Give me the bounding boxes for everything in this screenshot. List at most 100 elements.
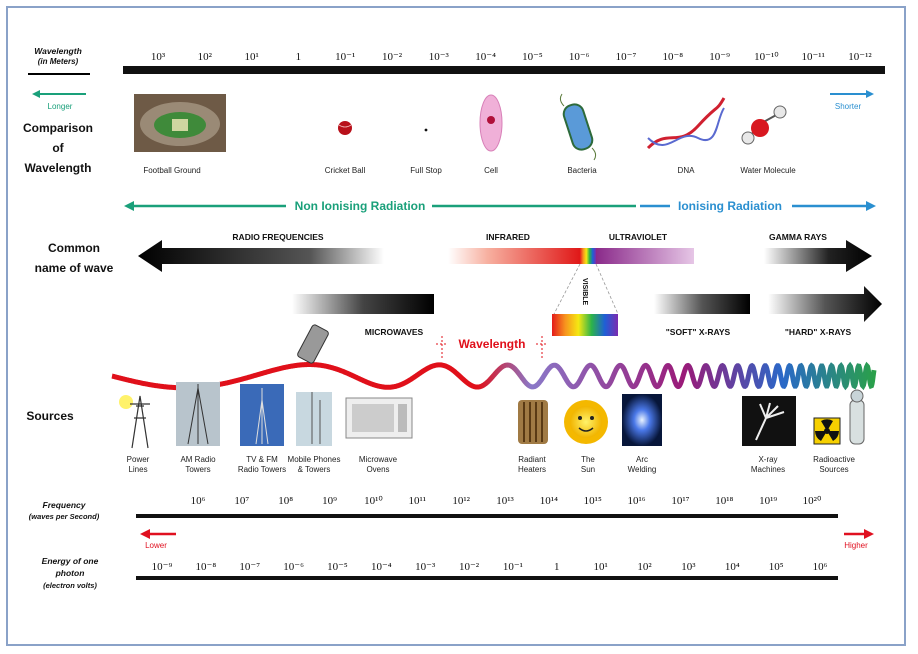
visible-spectrum-bar (552, 314, 618, 336)
microwaves-bar (292, 294, 434, 314)
wavelength-axis-bar (123, 66, 885, 74)
comparison-item-label: Water Molecule (740, 166, 796, 175)
comparison-item-label: Bacteria (567, 166, 597, 175)
lower-label: Lower (145, 541, 167, 550)
energy-tick-label: 1 (554, 561, 560, 573)
frequency-tick-label: 10¹⁶ (628, 495, 646, 507)
shorter-arrow-head (866, 90, 874, 98)
radiant-heater-icon (518, 400, 548, 444)
energy-tick-label: 10¹ (594, 561, 608, 573)
hard-xrays-bar (768, 286, 882, 322)
wavelength-tick-label: 10⁻⁹ (709, 51, 730, 63)
frequency-tick-label: 10⁶ (191, 495, 206, 507)
microwave-oven-icon (346, 398, 412, 438)
source-label: TV & FM Radio Towers (238, 455, 286, 474)
source-label: Mobile Phones & Towers (288, 455, 341, 474)
source-label: Radiant Heaters (518, 455, 547, 474)
frequency-tick-label: 10²⁰ (803, 495, 822, 507)
wavelength-marker-label: Wavelength (459, 337, 526, 351)
frequency-unit: (waves per Second) (29, 512, 100, 521)
wavelength-tick-label: 10⁻⁷ (616, 51, 637, 63)
frequency-tick-label: 10¹⁸ (715, 495, 733, 507)
radiation-row: Non Ionising Radiation Ionising Radiatio… (124, 199, 876, 213)
infrared-label: INFRARED (486, 232, 530, 242)
wavelength-title: Wavelength (34, 46, 82, 56)
gamma-rays-label: GAMMA RAYS (769, 232, 827, 242)
energy-tick-label: 10⁻¹ (503, 561, 523, 573)
frequency-axis-bar (136, 514, 838, 518)
comparison-title-2: of (52, 141, 64, 155)
cricket-ball-icon (338, 121, 352, 135)
energy-title: Energy of one (42, 556, 99, 566)
wavelength-tick-label: 1 (296, 51, 302, 63)
radio-frequencies-label: RADIO FREQUENCIES (232, 232, 323, 242)
dna-icon (648, 98, 724, 148)
soft-xrays-label: "SOFT" X-RAYS (666, 327, 731, 337)
energy-tick-labels: 10⁻⁹ 10⁻⁸ 10⁻⁷ 10⁻⁶ 10⁻⁵ 10⁻⁴ 10⁻³ 10⁻² 10⁻¹ 1 10¹… (152, 561, 828, 573)
wavelength-tick-labels: 10³ 10² 10¹ 1 10⁻¹ 10⁻² 10⁻³ 10⁻⁴ 10⁻⁵ 10⁻⁶ 10⁻⁷ 10… (151, 51, 873, 63)
comparison-item-label: Football Ground (143, 166, 200, 175)
visible-label: VISIBLE (581, 278, 588, 306)
wavelength-tick-label: 10⁻⁶ (569, 51, 590, 63)
visible-band-narrow (580, 248, 596, 264)
mobile-phone-icon (296, 324, 332, 446)
frequency-tick-label: 10⁷ (234, 495, 249, 507)
energy-tick-label: 10⁻⁸ (196, 561, 217, 573)
frequency-axis: Frequency (waves per Second) 10⁶ 10⁷ 10⁸ 10… (29, 495, 838, 521)
sources-row: Sources (26, 324, 864, 474)
source-label: Microwave Ovens (359, 455, 398, 474)
ultraviolet-label: ULTRAVIOLET (609, 232, 668, 242)
em-wave (112, 365, 874, 388)
energy-tick-label: 10² (637, 561, 652, 573)
frequency-tick-label: 10⁹ (322, 495, 337, 507)
comparison-title-3: Wavelength (25, 161, 92, 175)
energy-tick-label: 10⁻⁷ (239, 561, 260, 573)
frequency-title: Frequency (43, 500, 87, 510)
ionising-label: Ionising Radiation (678, 199, 782, 213)
cell-icon (480, 95, 502, 151)
shorter-label: Shorter (835, 102, 862, 111)
energy-tick-label: 10³ (681, 561, 696, 573)
longer-arrow-head (32, 90, 40, 98)
common-name-title-2: name of wave (35, 261, 114, 275)
wavelength-tick-label: 10¹ (244, 51, 258, 63)
arc-welding-icon (622, 394, 662, 446)
energy-tick-label: 10⁴ (725, 561, 740, 573)
frequency-tick-label: 10⁸ (278, 495, 293, 507)
tv-fm-tower-icon (240, 384, 284, 446)
power-lines-icon (119, 395, 150, 448)
non-ionising-label: Non Ionising Radiation (295, 199, 426, 213)
bacteria-icon (560, 94, 595, 160)
frequency-tick-label: 10¹² (452, 495, 470, 507)
am-radio-tower-icon (176, 382, 220, 446)
frequency-tick-label: 10¹¹ (408, 495, 426, 507)
higher-arrow-head (864, 529, 874, 539)
football-ground-icon (134, 94, 226, 152)
frequency-tick-label: 10¹⁹ (759, 495, 777, 507)
lower-higher-arrows: Lower Higher (140, 529, 874, 550)
ultraviolet-bar (596, 248, 694, 264)
lower-arrow-head (140, 529, 150, 539)
em-spectrum-diagram: Wavelength (in Meters) 10³ 10² 10¹ 1 10⁻¹ 10⁻… (8, 8, 908, 648)
longer-label: Longer (48, 102, 73, 111)
frequency-tick-label: 10¹⁷ (671, 495, 689, 507)
xray-machine-icon (742, 396, 796, 446)
source-label: AM Radio Towers (180, 455, 216, 474)
comparison-item-label: Cell (484, 166, 498, 175)
non-ionising-arrow-head (124, 201, 134, 211)
wavelength-tick-label: 10⁻⁸ (662, 51, 683, 63)
energy-tick-label: 10⁶ (813, 561, 828, 573)
comparison-item-label: Full Stop (410, 166, 442, 175)
source-labels: Power Lines AM Radio Towers TV & FM Radio Tow… (127, 455, 856, 474)
wavelength-tick-label: 10⁻⁴ (475, 51, 496, 63)
energy-tick-label: 10⁻⁶ (283, 561, 304, 573)
comparison-item-labels: Football Ground Cricket Ball Full Stop Cell… (143, 166, 796, 175)
diagram-frame: Wavelength (in Meters) 10³ 10² 10¹ 1 10⁻¹ 10⁻… (6, 6, 906, 646)
comparison-item-label: Cricket Ball (325, 166, 366, 175)
source-label: Power Lines (127, 455, 150, 474)
energy-tick-label: 10⁵ (769, 561, 784, 573)
wavelength-tick-label: 10⁻¹⁰ (754, 51, 779, 63)
source-label: X-ray Machines (751, 455, 785, 474)
wavelength-tick-label: 10⁻³ (429, 51, 450, 63)
comparison-row: Comparison of Wavelength (23, 94, 796, 175)
